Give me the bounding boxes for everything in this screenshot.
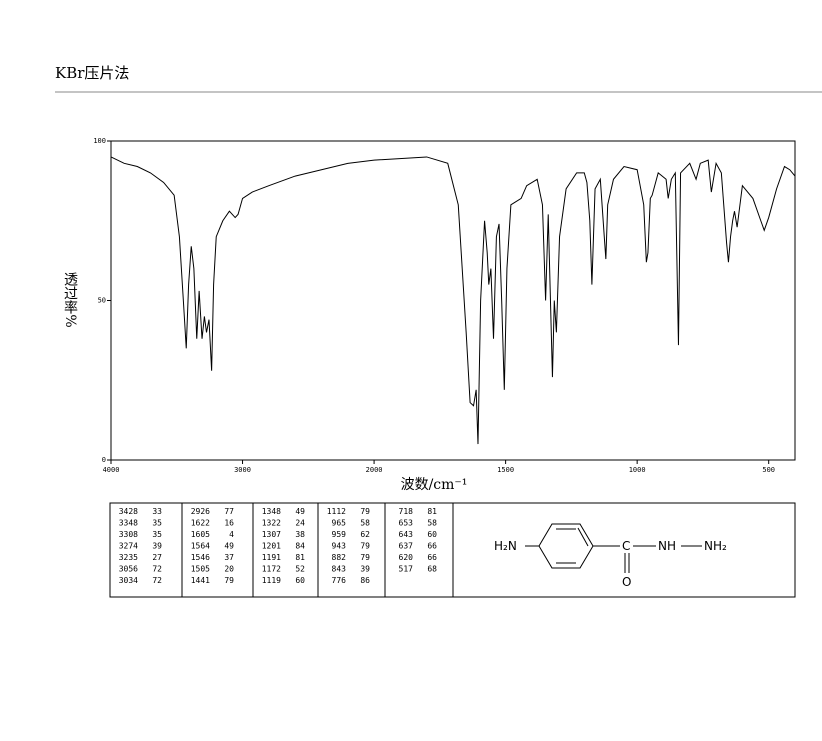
peak-wavenumber: 776: [332, 576, 347, 585]
peak-transmittance: 16: [224, 519, 234, 528]
spectrum-line: [110, 156, 796, 445]
peak-wavenumber: 1307: [262, 530, 281, 539]
peak-wavenumber: 3308: [119, 530, 138, 539]
peak-transmittance: 39: [360, 565, 370, 574]
structure-bonds: [525, 523, 702, 573]
x-tick-label: 4000: [103, 466, 120, 474]
peak-wavenumber: 882: [332, 553, 347, 562]
y-tick-label: 100: [93, 137, 106, 145]
atom-label: NH₂: [704, 539, 727, 553]
atom-label: H₂N: [494, 539, 517, 553]
peak-transmittance: 81: [295, 553, 305, 562]
peak-transmittance: 38: [295, 530, 305, 539]
peak-wavenumber: 2926: [191, 507, 210, 516]
page-title: KBr压片法: [55, 64, 129, 82]
peak-transmittance: 66: [427, 542, 437, 551]
x-tick-label: 1500: [497, 466, 514, 474]
peak-transmittance: 4: [229, 530, 234, 539]
peak-wavenumber: 643: [399, 530, 414, 539]
peak-transmittance: 77: [224, 507, 234, 516]
peak-transmittance: 33: [152, 507, 162, 516]
peak-transmittance: 37: [224, 553, 234, 562]
peak-wavenumber: 637: [399, 542, 414, 551]
peak-wavenumber: 1505: [191, 565, 210, 574]
peak-transmittance: 60: [427, 530, 437, 539]
peak-wavenumber: 3428: [119, 507, 138, 516]
peak-transmittance: 72: [152, 576, 162, 585]
peak-wavenumber: 1622: [191, 519, 210, 528]
peak-transmittance: 49: [295, 507, 305, 516]
x-tick-label: 500: [762, 466, 775, 474]
peak-wavenumber: 943: [332, 542, 347, 551]
peak-transmittance: 84: [295, 542, 305, 551]
peak-transmittance: 79: [360, 542, 370, 551]
peak-wavenumber: 1605: [191, 530, 210, 539]
peak-transmittance: 24: [295, 519, 305, 528]
peak-wavenumber: 3034: [119, 576, 138, 585]
peak-wavenumber: 653: [399, 519, 414, 528]
x-axis-label: 波数/cm⁻¹: [401, 477, 468, 493]
peak-wavenumber: 3348: [119, 519, 138, 528]
x-tick-label: 2000: [366, 466, 383, 474]
x-tick-label: 3000: [234, 466, 251, 474]
atom-label: O: [622, 575, 631, 589]
atom-label: NH: [658, 539, 676, 553]
peak-wavenumber: 1112: [327, 507, 346, 516]
benzene-ring: [538, 523, 594, 569]
peak-transmittance: 60: [295, 576, 305, 585]
peak-wavenumber: 620: [399, 553, 414, 562]
peak-transmittance: 66: [427, 553, 437, 562]
peak-transmittance: 79: [360, 553, 370, 562]
peak-transmittance: 86: [360, 576, 370, 585]
peak-wavenumber: 1546: [191, 553, 210, 562]
y-axis-label: 透过率%: [62, 272, 78, 327]
peak-transmittance: 20: [224, 565, 234, 574]
peak-wavenumber: 1348: [262, 507, 281, 516]
table-dividers: [181, 503, 454, 597]
peak-wavenumber: 843: [332, 565, 347, 574]
peak-transmittance: 62: [360, 530, 370, 539]
peak-wavenumber: 1201: [262, 542, 281, 551]
peak-wavenumber: 1322: [262, 519, 281, 528]
peak-transmittance: 72: [152, 565, 162, 574]
peak-transmittance: 58: [427, 519, 437, 528]
peak-transmittance: 35: [152, 530, 162, 539]
peak-wavenumber: 3056: [119, 565, 138, 574]
peak-wavenumber: 718: [399, 507, 414, 516]
y-tick-label: 50: [98, 297, 106, 305]
peak-wavenumber: 1191: [262, 553, 281, 562]
peak-wavenumber: 1172: [262, 565, 281, 574]
peak-transmittance: 81: [427, 507, 437, 516]
peak-wavenumber: 3235: [119, 553, 138, 562]
peak-wavenumber: 1441: [191, 576, 210, 585]
peak-transmittance: 39: [152, 542, 162, 551]
peak-transmittance: 68: [427, 565, 437, 574]
peak-transmittance: 27: [152, 553, 162, 562]
peak-wavenumber: 517: [399, 565, 414, 574]
bond: [577, 527, 589, 547]
peak-wavenumber: 3274: [119, 542, 138, 551]
peak-transmittance: 49: [224, 542, 234, 551]
peak-transmittance: 79: [224, 576, 234, 585]
peak-transmittance: 58: [360, 519, 370, 528]
peak-transmittance: 35: [152, 519, 162, 528]
peak-wavenumber: 1564: [191, 542, 210, 551]
peak-transmittance: 52: [295, 565, 305, 574]
y-tick-label: 0: [102, 456, 106, 464]
x-tick-label: 1000: [629, 466, 646, 474]
peak-transmittance: 79: [360, 507, 370, 516]
peak-wavenumber: 965: [332, 519, 347, 528]
peak-wavenumber: 959: [332, 530, 347, 539]
peak-wavenumber: 1119: [262, 576, 281, 585]
atom-label: C: [622, 539, 630, 553]
